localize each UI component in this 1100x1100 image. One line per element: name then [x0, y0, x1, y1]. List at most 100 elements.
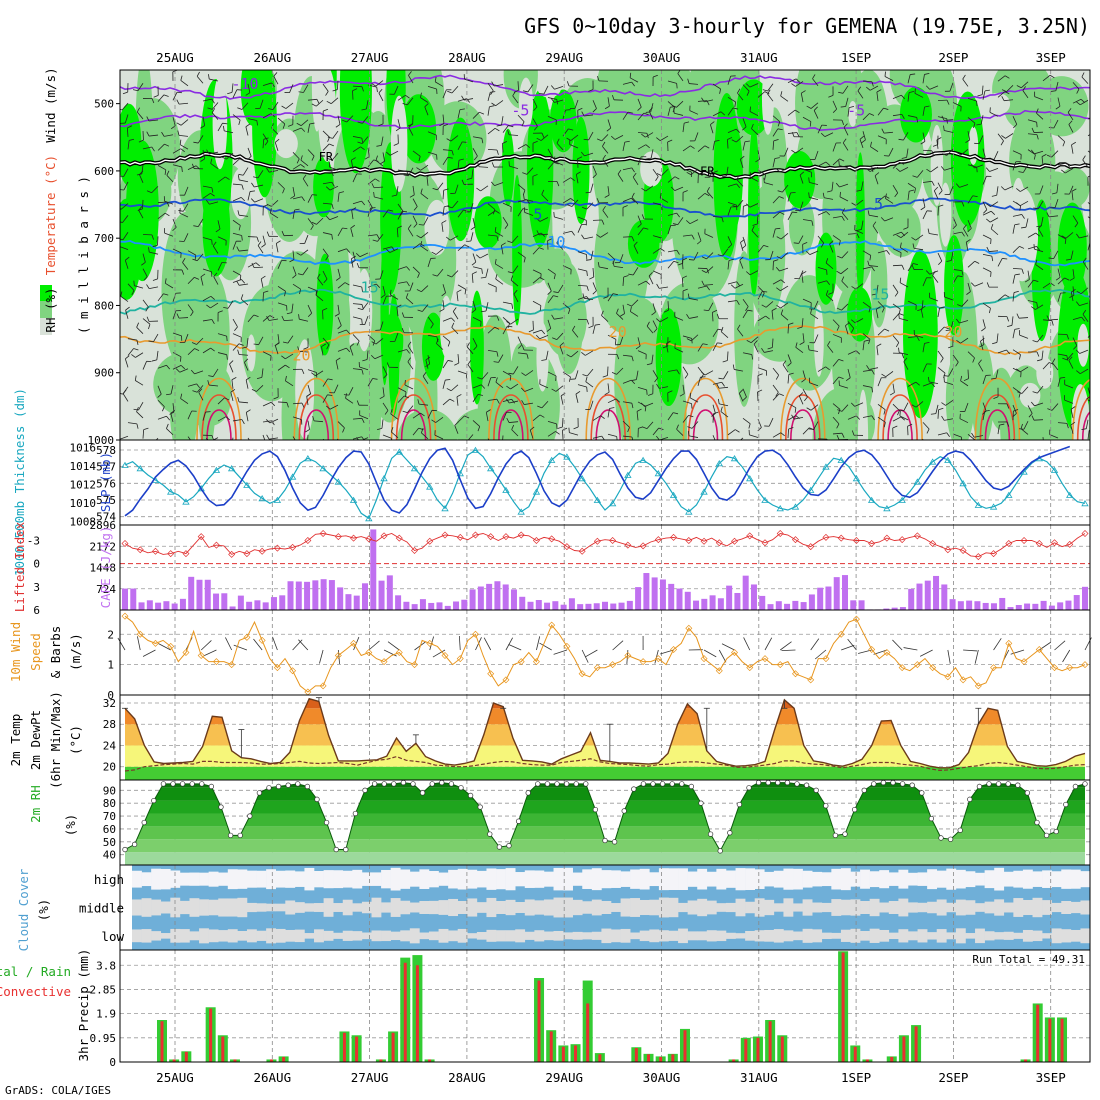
wind-barb [619, 254, 624, 263]
wind10m-point [913, 661, 921, 669]
wind-barb [832, 376, 840, 385]
wind-barb [127, 140, 130, 150]
wind-barb-flag [920, 305, 926, 310]
wind-barb [892, 248, 902, 253]
wind-barb [982, 254, 992, 257]
wind-barb [366, 350, 369, 360]
cloud-cell [735, 868, 746, 891]
pressure-tick-label: 500 [94, 98, 114, 111]
wind-barb [352, 417, 363, 420]
wind-barb [182, 262, 189, 270]
cloud-cell [1003, 902, 1014, 913]
wind-barb [682, 168, 692, 173]
cloud-cell [783, 868, 794, 890]
wind-barb-flag [526, 353, 529, 359]
wind-barb-flag [494, 326, 500, 330]
wind-barb-flag [301, 127, 306, 132]
wind-barb-flag [1035, 232, 1040, 237]
wind-barb-flag [945, 329, 951, 331]
wind-barb-flag [537, 405, 543, 409]
cloud-cell [860, 869, 870, 889]
wind-barb-flag [351, 255, 356, 260]
cloud-cell [907, 902, 918, 913]
wind-barb-flag [285, 364, 290, 369]
wind10m-point [228, 661, 236, 669]
wind-barb [967, 97, 977, 102]
wind-barb-flag [901, 114, 905, 119]
thickness-point [395, 448, 403, 455]
thickness-point [730, 455, 739, 462]
wind-barb-flag [178, 210, 184, 212]
wind-barb-flag [120, 108, 123, 111]
wind-barb [352, 368, 362, 371]
wind-barb-flag [345, 393, 348, 399]
cloud-cell [419, 869, 430, 889]
thickness-point [487, 465, 495, 472]
wind-barb [412, 150, 421, 157]
surface-isotherm [395, 394, 432, 440]
rh2m-point [1072, 783, 1079, 790]
wind-barb [397, 387, 407, 393]
rh2m-point [199, 781, 205, 787]
cloud-cell [898, 869, 909, 889]
wind-barb-flag [773, 139, 779, 142]
wind-barb-flag [1001, 89, 1007, 93]
wind-barb [607, 334, 617, 340]
wind-barb-flag [571, 231, 575, 236]
wind-barb-flag [640, 402, 645, 407]
wind10m-point [837, 630, 845, 638]
wind-barb [254, 184, 264, 188]
wind-barb-flag [643, 227, 649, 230]
wind-barb-flag [361, 108, 367, 111]
wind-barb-flag [213, 272, 218, 277]
wind-barb [247, 83, 251, 93]
cloud-cell [955, 899, 966, 916]
wind-barb-flag [898, 138, 904, 141]
cape-bar [304, 581, 311, 610]
wind-barb [547, 371, 557, 377]
wind-barb [950, 321, 954, 331]
wind-barb [802, 298, 812, 304]
wind-barb-flag [268, 108, 274, 110]
rh-low-region [537, 77, 562, 98]
wind-barb [757, 169, 766, 176]
wind-barb [142, 299, 149, 308]
thickness-point [1066, 491, 1074, 498]
wind-barb [847, 233, 858, 235]
wind-barb-flag [684, 121, 690, 124]
wind-barb [1071, 191, 1074, 201]
wind-barb [1042, 282, 1051, 289]
rh2m-point [391, 781, 397, 787]
wind-barb-flag [379, 395, 385, 400]
wind-barb [869, 367, 879, 370]
wind-barb [749, 434, 759, 438]
wind-barb-flag [266, 231, 270, 237]
wind-barb-flag [920, 141, 926, 145]
wind-barb-flag [541, 189, 545, 195]
wind-barb [124, 260, 129, 269]
rh-low-region [356, 268, 373, 352]
wind-barb-flag [176, 122, 182, 126]
wind-barb [974, 435, 984, 438]
thickness-tick-label: 574 [96, 511, 116, 524]
wind-barb-flag [351, 207, 357, 211]
wind-barb-flag [406, 281, 410, 287]
wind-barb-flag [642, 426, 648, 429]
wind-barb [676, 100, 684, 108]
wind-barb [307, 149, 315, 157]
wind-barb [292, 250, 295, 260]
wind-barb-flag [170, 125, 176, 130]
wind-barb-flag [480, 276, 486, 279]
wind-barb [1087, 430, 1090, 440]
cloud-cell [917, 872, 928, 886]
wind-barb [997, 258, 1003, 267]
wind-barb-flag [776, 236, 782, 240]
wind-barb-flag [957, 275, 963, 278]
wind-barb-flag [864, 339, 870, 342]
wind-barb [682, 123, 685, 133]
wind-barb [937, 432, 947, 436]
wind-barb-flag [301, 369, 305, 375]
wind10m-barb [553, 649, 568, 655]
wind-barb-flag [229, 360, 234, 365]
